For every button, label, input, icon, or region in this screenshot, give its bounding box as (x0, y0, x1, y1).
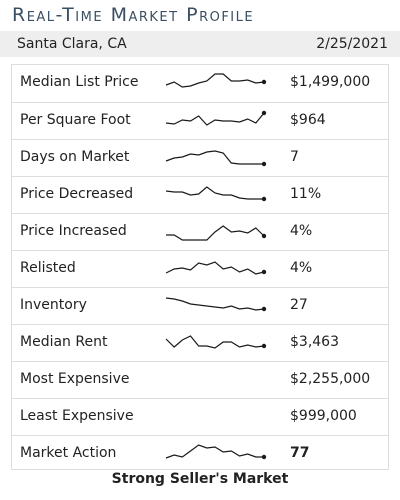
location-date-bar: Santa Clara, CA 2/25/2021 (0, 31, 400, 57)
sparkline-line (165, 335, 265, 349)
metric-label: Most Expensive (20, 371, 130, 387)
sparkline-endpoint (261, 269, 267, 275)
metric-value: 11% (290, 186, 322, 202)
metric-row-relisted: Relisted 4% (12, 250, 388, 287)
location-label: Santa Clara, CA (17, 36, 127, 52)
metric-value: 4% (290, 223, 313, 239)
sparkline-endpoint (261, 79, 267, 85)
metric-value: $999,000 (290, 408, 357, 424)
sparkline (166, 225, 267, 241)
metric-row-median-rent: Median Rent $3,463 (12, 324, 388, 361)
metric-value: 7 (290, 149, 299, 165)
metric-label: Per Square Foot (20, 112, 131, 128)
metric-row-days-on-market: Days on Market 7 (12, 139, 388, 176)
sparkline (165, 150, 267, 167)
page-title: Real-Time Market Profile (12, 4, 255, 26)
market-metrics-table: Median List Price $1,499,000 Per Square … (11, 64, 389, 470)
sparkline (165, 335, 267, 349)
sparkline-endpoint (261, 110, 267, 116)
sparkline (165, 110, 267, 126)
sparkline-endpoint (261, 161, 267, 167)
sparkline-line (165, 150, 264, 165)
sparkline-endpoint (261, 196, 267, 202)
metric-label: Price Decreased (20, 186, 134, 202)
metric-row-least-expensive: Least Expensive $999,000 (12, 398, 388, 435)
sparkline-endpoint (261, 454, 267, 460)
sparkline (165, 444, 267, 460)
metric-row-market-action: Market Action 77 (12, 435, 388, 472)
sparkline-line (165, 73, 265, 88)
metric-value: $2,255,000 (290, 371, 371, 387)
report-date: 2/25/2021 (316, 36, 388, 52)
metric-label: Price Increased (20, 223, 127, 239)
metric-label: Median Rent (20, 334, 108, 350)
sparkline-line (165, 444, 264, 459)
metric-label: Days on Market (20, 149, 130, 165)
sparkline (165, 73, 267, 88)
sparkline (165, 186, 267, 202)
metric-label: Median List Price (20, 74, 139, 90)
metric-row-median-list-price: Median List Price $1,499,000 (12, 65, 388, 102)
metric-value: $1,499,000 (290, 74, 371, 90)
metric-label: Least Expensive (20, 408, 134, 424)
sparkline (165, 261, 267, 275)
sparkline-line (166, 225, 265, 241)
sparkline-endpoint (261, 233, 267, 239)
metric-label: Relisted (20, 260, 76, 276)
metric-label: Inventory (20, 297, 87, 313)
metric-row-per-square-foot: Per Square Foot $964 (12, 102, 388, 139)
metric-row-price-increased: Price Increased 4% (12, 213, 388, 250)
market-status-label: Strong Seller's Market (111, 471, 289, 487)
metric-value: $964 (290, 112, 326, 128)
sparkline-endpoint (261, 343, 267, 349)
sparkline (165, 297, 267, 312)
metric-row-price-decreased: Price Decreased 11% (12, 176, 388, 213)
metric-value: 4% (290, 260, 313, 276)
metric-value: 27 (290, 297, 308, 313)
metric-row-inventory: Inventory 27 (12, 287, 388, 324)
metric-value: $3,463 (290, 334, 339, 350)
sparkline-line (165, 186, 264, 200)
sparkline-line (165, 261, 265, 275)
metric-row-most-expensive: Most Expensive $2,255,000 (12, 361, 388, 398)
sparkline-endpoint (261, 306, 267, 312)
metric-label: Market Action (20, 445, 117, 461)
market-action-score: 77 (290, 445, 310, 461)
sparkline-line (165, 112, 265, 126)
sparkline-line (165, 297, 265, 311)
